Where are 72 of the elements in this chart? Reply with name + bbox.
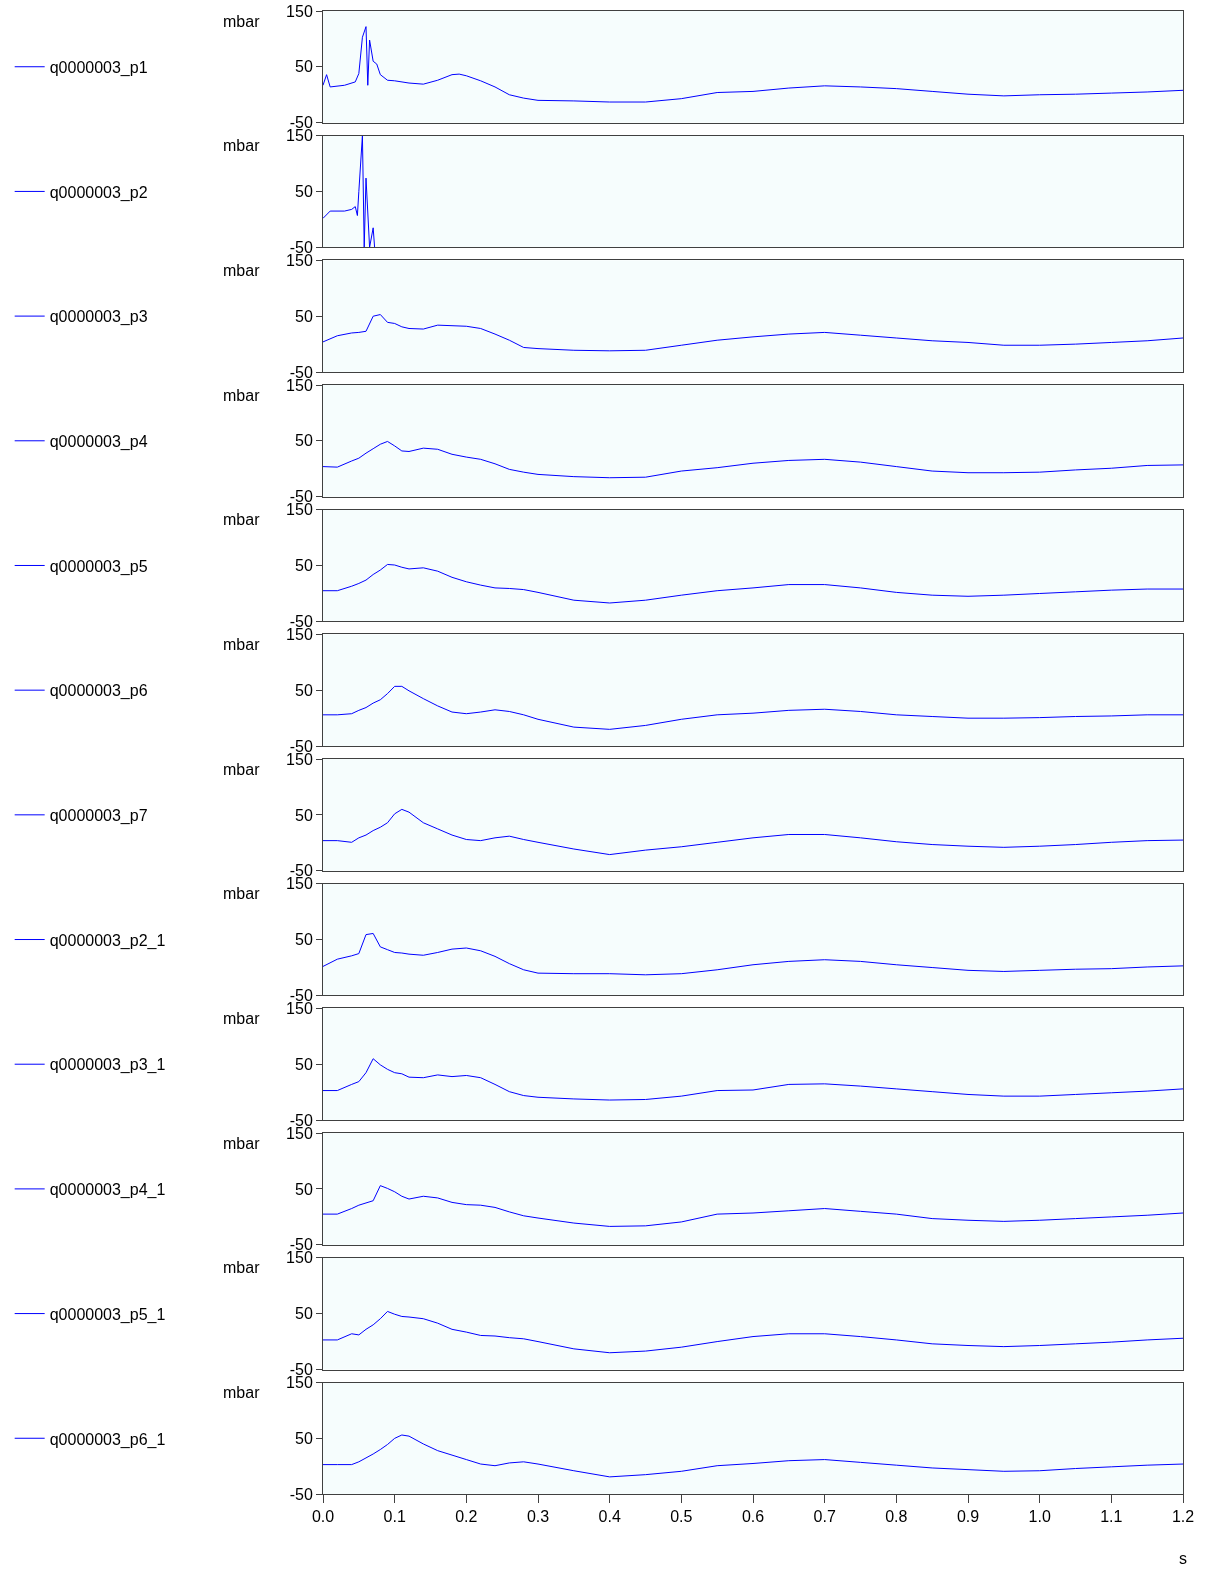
x-tick-label: 1.0 bbox=[1028, 1508, 1051, 1526]
y-tick-label: 50 bbox=[295, 432, 313, 450]
line-series bbox=[323, 685, 1183, 730]
y-axis-title: mbar bbox=[223, 387, 261, 404]
x-axis-title: s bbox=[1179, 1550, 1187, 1567]
y-tick-label: 50 bbox=[295, 1305, 313, 1323]
line-series bbox=[323, 1310, 1183, 1354]
legend-label: q0000003_p6 bbox=[49, 682, 148, 701]
x-tick-label: 1.1 bbox=[1100, 1508, 1123, 1526]
line-series bbox=[323, 1434, 1183, 1478]
legend-label: q0000003_p4_1 bbox=[49, 1181, 166, 1200]
y-axis-title: mbar bbox=[223, 511, 261, 528]
x-tick-label: 0.5 bbox=[670, 1508, 693, 1526]
x-tick-label: 0.2 bbox=[455, 1508, 478, 1526]
line-series bbox=[323, 808, 1183, 856]
y-tick-label: 150 bbox=[286, 1000, 313, 1018]
line-series bbox=[323, 1058, 1183, 1101]
legend-label: q0000003_p6_1 bbox=[49, 1430, 166, 1449]
y-axis-title: mbar bbox=[223, 636, 261, 653]
legend-label: q0000003_p2 bbox=[49, 183, 148, 202]
y-axis-title: mbar bbox=[223, 1135, 261, 1152]
y-axis-title: mbar bbox=[223, 1010, 261, 1027]
y-tick-label: 50 bbox=[295, 183, 313, 201]
y-tick-label: 50 bbox=[295, 1429, 313, 1447]
line-series bbox=[323, 135, 376, 248]
line-series bbox=[323, 563, 1183, 604]
legend-label: q0000003_p7 bbox=[49, 807, 148, 826]
y-axis-title: mbar bbox=[223, 1384, 261, 1401]
y-tick-label: 50 bbox=[295, 681, 313, 699]
legend-label: q0000003_p3_1 bbox=[49, 1056, 166, 1075]
x-tick-label: 0.9 bbox=[956, 1508, 980, 1526]
line-series bbox=[323, 440, 1183, 479]
y-axis-title: mbar bbox=[223, 761, 261, 778]
x-tick-label: 0.8 bbox=[885, 1508, 908, 1526]
y-tick-label: 150 bbox=[286, 1249, 313, 1267]
legend-label: q0000003_p5 bbox=[49, 557, 148, 576]
y-axis-title: mbar bbox=[223, 137, 261, 154]
legend-label: q0000003_p4 bbox=[49, 433, 148, 452]
x-tick-label: 0.3 bbox=[526, 1508, 550, 1526]
legend-label: q0000003_p2_1 bbox=[49, 931, 166, 950]
y-tick-label: 50 bbox=[295, 1055, 313, 1073]
x-tick-label: 0.7 bbox=[813, 1508, 836, 1526]
y-tick-label: -50 bbox=[289, 1485, 313, 1503]
y-tick-label: 50 bbox=[295, 931, 313, 949]
y-tick-label: -50 bbox=[289, 238, 313, 256]
line-series bbox=[323, 932, 1183, 976]
x-tick-label: 0.1 bbox=[383, 1508, 406, 1526]
y-axis-title: mbar bbox=[223, 885, 261, 902]
y-tick-label: 150 bbox=[286, 127, 313, 145]
x-tick-label: 0.0 bbox=[311, 1508, 335, 1526]
y-tick-label: 150 bbox=[286, 1374, 313, 1392]
y-axis-title: mbar bbox=[223, 262, 261, 279]
legend-label: q0000003_p3 bbox=[49, 308, 148, 327]
legend-label: q0000003_p5_1 bbox=[49, 1305, 166, 1324]
x-tick-label: 1.2 bbox=[1171, 1508, 1195, 1526]
line-series bbox=[323, 1185, 1183, 1227]
y-tick-label: 50 bbox=[295, 1180, 313, 1198]
y-tick-label: 150 bbox=[286, 2, 313, 20]
x-tick-label: 0.4 bbox=[598, 1508, 621, 1526]
y-axis-title: mbar bbox=[223, 1259, 261, 1276]
y-tick-label: 150 bbox=[286, 875, 313, 893]
y-tick-label: 150 bbox=[286, 501, 313, 519]
line-series bbox=[323, 26, 1183, 103]
y-tick-label: 50 bbox=[295, 557, 313, 575]
y-tick-label: 50 bbox=[295, 806, 313, 824]
x-tick-label: 0.6 bbox=[741, 1508, 765, 1526]
line-series bbox=[323, 314, 1183, 352]
legend-label: q0000003_p1 bbox=[49, 58, 148, 77]
y-tick-label: 150 bbox=[286, 626, 313, 644]
y-axis-title: mbar bbox=[223, 13, 261, 30]
y-tick-label: 50 bbox=[295, 58, 313, 76]
y-tick-label: 50 bbox=[295, 307, 313, 325]
